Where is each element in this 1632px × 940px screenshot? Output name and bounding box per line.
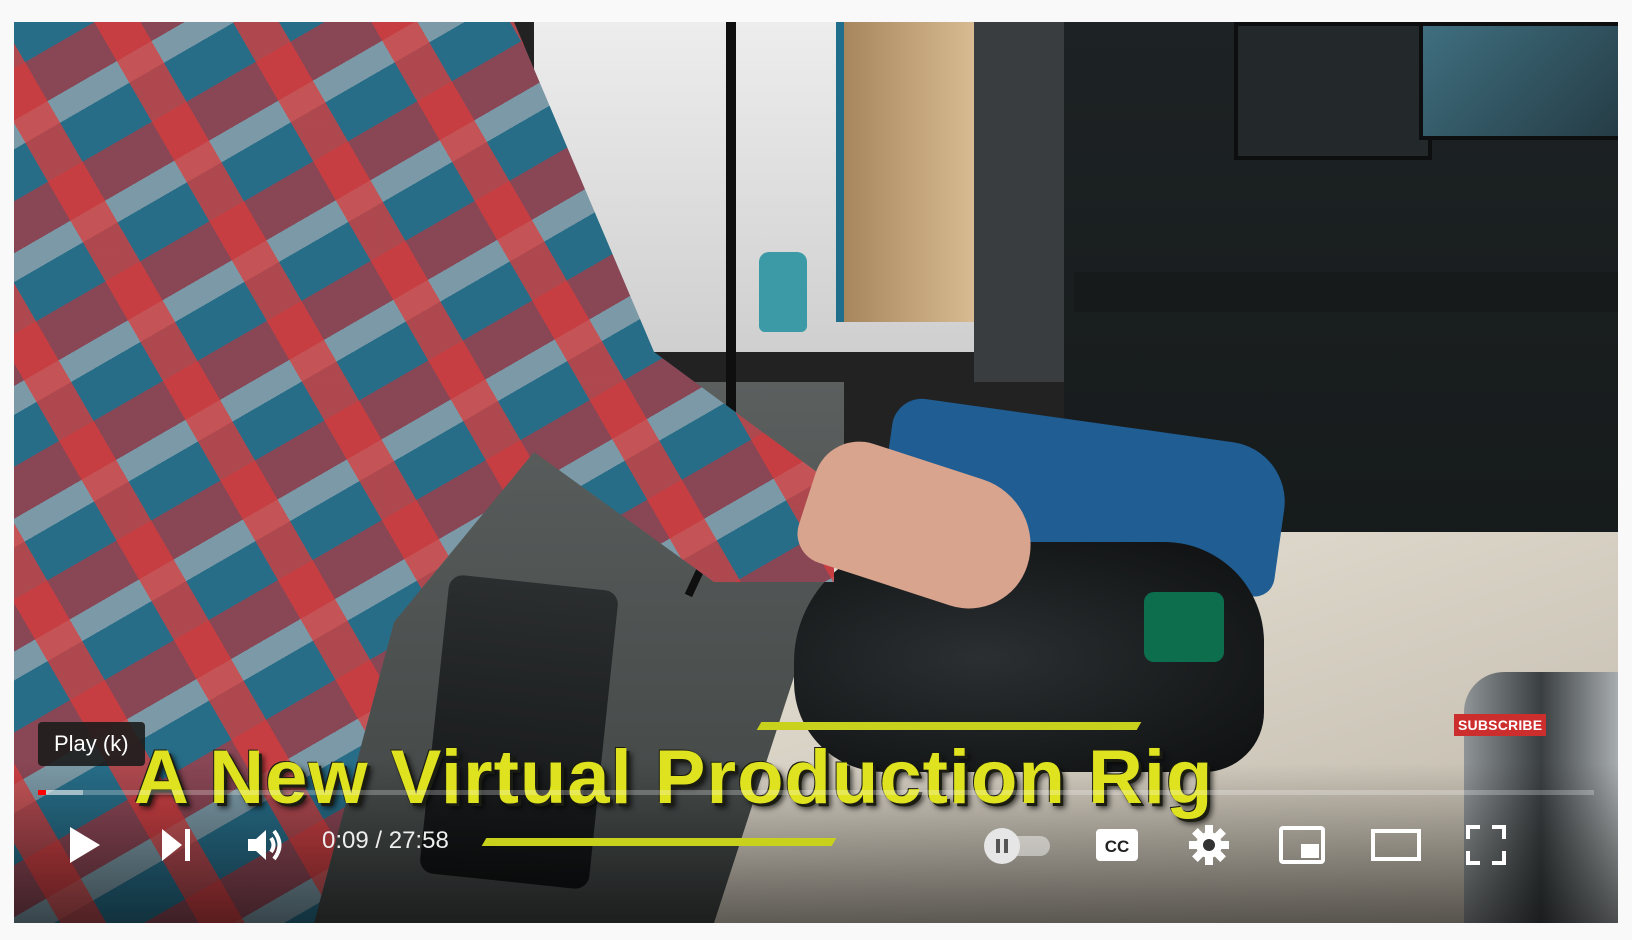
title-accent-line (756, 722, 1142, 730)
theater-mode-button[interactable] (1366, 822, 1426, 868)
progress-played (38, 790, 47, 795)
captions-button[interactable]: CC (1092, 822, 1142, 868)
progress-buffered (38, 790, 84, 795)
fullscreen-icon (1466, 825, 1506, 865)
miniplayer-icon (1279, 826, 1325, 864)
autoplay-knob (984, 828, 1020, 864)
duration: 27:58 (388, 827, 449, 854)
autoplay-toggle[interactable] (984, 828, 1052, 864)
play-icon (70, 827, 100, 863)
fullscreen-button[interactable] (1460, 822, 1512, 868)
subscribe-watermark[interactable]: SUBSCRIBE (1454, 714, 1547, 736)
next-icon (162, 829, 190, 861)
captions-label: CC (1105, 837, 1130, 856)
video-player[interactable]: A New Virtual Production Rig SUBSCRIBE P… (14, 22, 1618, 923)
volume-button[interactable] (240, 822, 292, 868)
time-display: 0:09 / 27:58 (322, 827, 449, 855)
settings-button[interactable] (1184, 820, 1234, 870)
video-title-overlay: A New Virtual Production Rig (134, 735, 1214, 820)
current-time: 0:09 (322, 827, 369, 854)
theater-icon (1371, 829, 1421, 861)
captions-icon: CC (1096, 829, 1138, 861)
settings-icon (1189, 825, 1229, 865)
progress-bar[interactable] (38, 790, 1594, 795)
play-tooltip: Play (k) (38, 722, 145, 766)
volume-icon (248, 829, 282, 861)
title-accent-line (481, 838, 837, 846)
miniplayer-button[interactable] (1276, 822, 1328, 868)
time-separator: / (368, 827, 389, 854)
next-button[interactable] (150, 822, 202, 868)
pause-icon (996, 839, 1008, 853)
play-button[interactable] (58, 822, 110, 868)
